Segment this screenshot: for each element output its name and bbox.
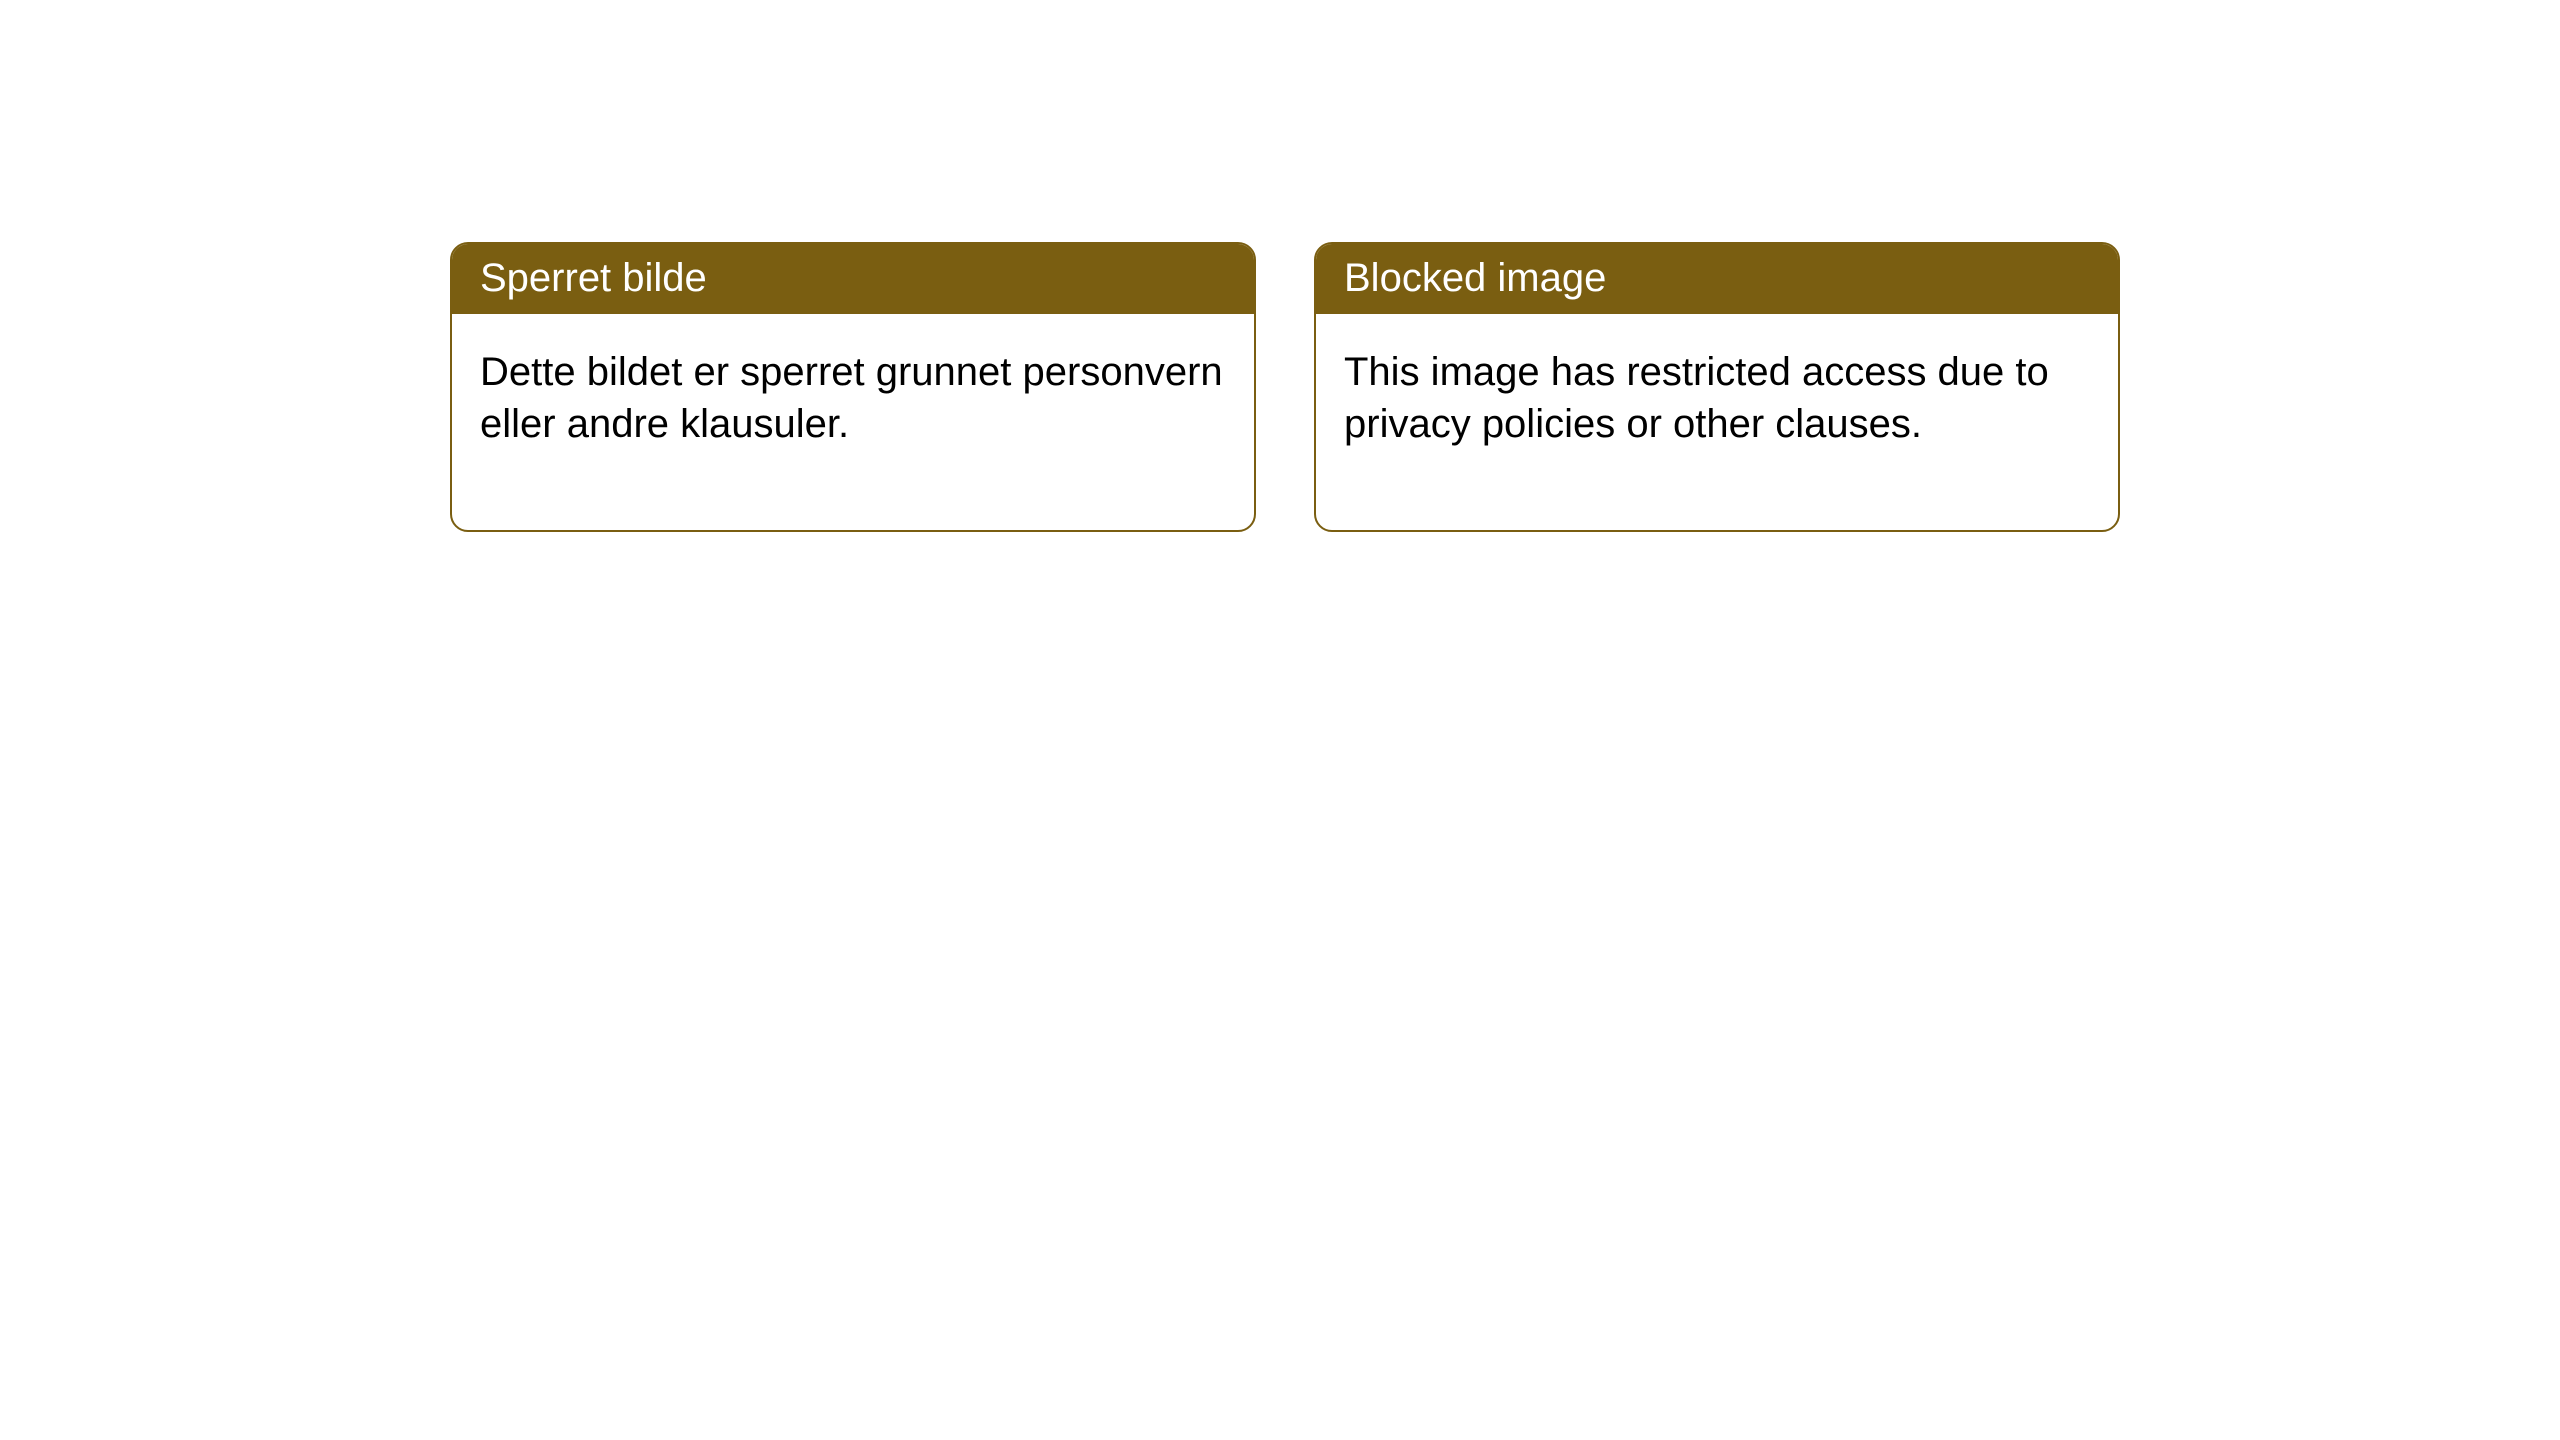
- blocked-image-card-norwegian: Sperret bilde Dette bildet er sperret gr…: [450, 242, 1256, 532]
- card-title-norwegian: Sperret bilde: [480, 256, 707, 300]
- card-body-english: This image has restricted access due to …: [1316, 314, 2118, 530]
- card-text-english: This image has restricted access due to …: [1344, 350, 2049, 446]
- card-body-norwegian: Dette bildet er sperret grunnet personve…: [452, 314, 1254, 530]
- card-title-english: Blocked image: [1344, 256, 1606, 300]
- card-text-norwegian: Dette bildet er sperret grunnet personve…: [480, 350, 1223, 446]
- notice-cards-container: Sperret bilde Dette bildet er sperret gr…: [0, 0, 2560, 532]
- card-header-norwegian: Sperret bilde: [452, 244, 1254, 314]
- card-header-english: Blocked image: [1316, 244, 2118, 314]
- blocked-image-card-english: Blocked image This image has restricted …: [1314, 242, 2120, 532]
